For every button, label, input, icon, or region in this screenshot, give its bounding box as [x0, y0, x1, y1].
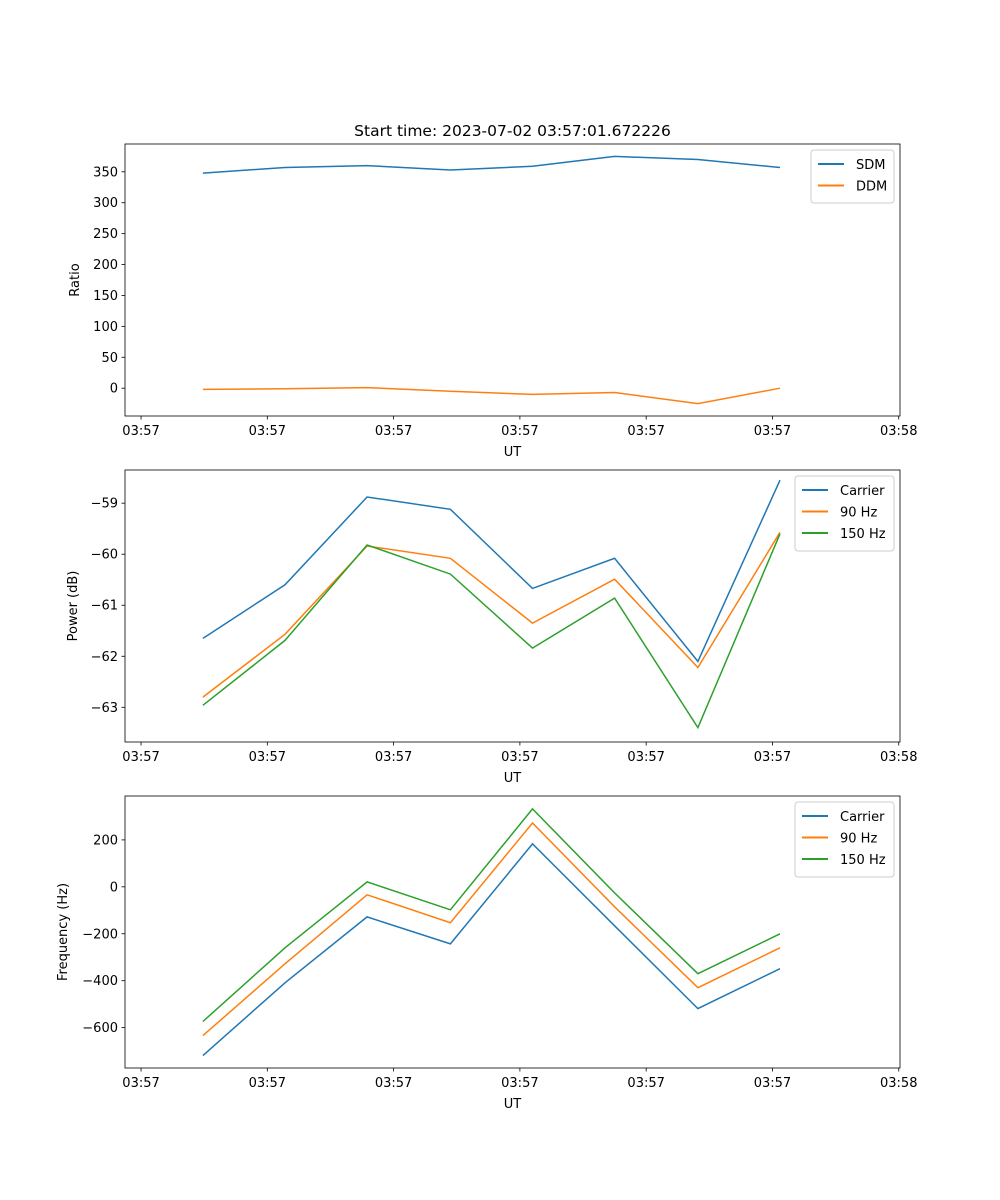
y-tick-label: 250: [93, 227, 118, 242]
x-tick-label: 03:57: [627, 424, 664, 439]
y-tick-label: −61: [91, 599, 118, 614]
subplot-1: 03:57 03:57 03:57 03:57 03:57 03:57 03:58 0 50 10…: [68, 122, 917, 460]
series-line-sdm: [202, 155, 781, 174]
y-tick-label: −63: [91, 701, 118, 716]
x-tick-label: 03:57: [122, 1076, 159, 1091]
x-tick-label: 03:57: [627, 750, 664, 765]
y-tick-label: −200: [82, 927, 118, 942]
x-tick-label: 03:57: [249, 750, 286, 765]
x-tick-label: 03:58: [880, 424, 917, 439]
series-line-150-hz: [202, 533, 781, 730]
x-tick-label: 03:57: [501, 424, 538, 439]
legend-label: SDM: [856, 158, 885, 173]
legend-label: 150 Hz: [840, 853, 886, 868]
x-tick-label: 03:57: [249, 1076, 286, 1091]
y-axis-label: Frequency (Hz): [56, 883, 71, 981]
chart-title: Start time: 2023-07-02 03:57:01.672226: [354, 122, 671, 140]
subplot-3: 03:57 03:57 03:57 03:57 03:57 03:57 03:58 −600 −…: [56, 795, 917, 1112]
x-tick-label: 03:57: [501, 750, 538, 765]
y-tick-label: 0: [110, 382, 118, 397]
y-tick-label: 150: [93, 289, 118, 304]
legend-label: Carrier: [840, 810, 885, 825]
legend-label: 150 Hz: [840, 527, 886, 542]
x-tick-label: 03:57: [754, 424, 791, 439]
legend-label: Carrier: [840, 484, 885, 499]
y-tick-label: −400: [82, 974, 118, 989]
y-tick-label: −600: [82, 1021, 118, 1036]
x-axis-label: UT: [504, 445, 522, 460]
y-axis-label: Power (dB): [66, 571, 81, 642]
x-tick-label: 03:58: [880, 750, 917, 765]
x-axis-label: UT: [504, 771, 522, 786]
x-tick-label: 03:57: [501, 1076, 538, 1091]
y-tick-label: 100: [93, 320, 118, 335]
x-tick-label: 03:58: [880, 1076, 917, 1091]
y-tick-label: −60: [91, 548, 118, 563]
x-tick-label: 03:57: [754, 750, 791, 765]
series-line-150-hz: [202, 807, 781, 1023]
x-tick-label: 03:57: [627, 1076, 664, 1091]
legend-label: DDM: [856, 180, 887, 195]
series-line-90-hz: [202, 821, 781, 1037]
legend: Carrier 90 Hz 150 Hz: [794, 475, 895, 552]
y-tick-label: 350: [93, 165, 118, 180]
y-tick-label: 200: [93, 258, 118, 273]
legend-label: 90 Hz: [840, 832, 877, 847]
legend-label: 90 Hz: [840, 506, 877, 521]
axes-frame: [124, 143, 901, 417]
x-tick-label: 03:57: [122, 424, 159, 439]
axes-frame: [124, 795, 901, 1069]
legend: Carrier 90 Hz 150 Hz: [794, 801, 895, 878]
y-axis-label: Ratio: [68, 263, 83, 296]
y-tick-label: 50: [101, 351, 118, 366]
y-tick-label: 0: [110, 880, 118, 895]
y-tick-label: −62: [91, 650, 118, 665]
x-axis-label: UT: [504, 1097, 522, 1112]
y-tick-label: −59: [91, 497, 118, 512]
x-tick-label: 03:57: [375, 424, 412, 439]
x-tick-label: 03:57: [249, 424, 286, 439]
x-tick-label: 03:57: [754, 1076, 791, 1091]
legend: SDM DDM: [810, 149, 895, 204]
y-tick-label: 200: [93, 833, 118, 848]
subplot-2: 03:57 03:57 03:57 03:57 03:57 03:57 03:58 −63 −6…: [66, 469, 917, 786]
series-line-ddm: [202, 386, 781, 405]
series-line-carrier: [202, 842, 781, 1057]
x-tick-label: 03:57: [375, 1076, 412, 1091]
series-line-90-hz: [202, 531, 781, 698]
series-line-carrier: [202, 479, 781, 663]
y-tick-label: 300: [93, 196, 118, 211]
axes-frame: [124, 469, 901, 743]
x-tick-label: 03:57: [122, 750, 159, 765]
x-tick-label: 03:57: [375, 750, 412, 765]
